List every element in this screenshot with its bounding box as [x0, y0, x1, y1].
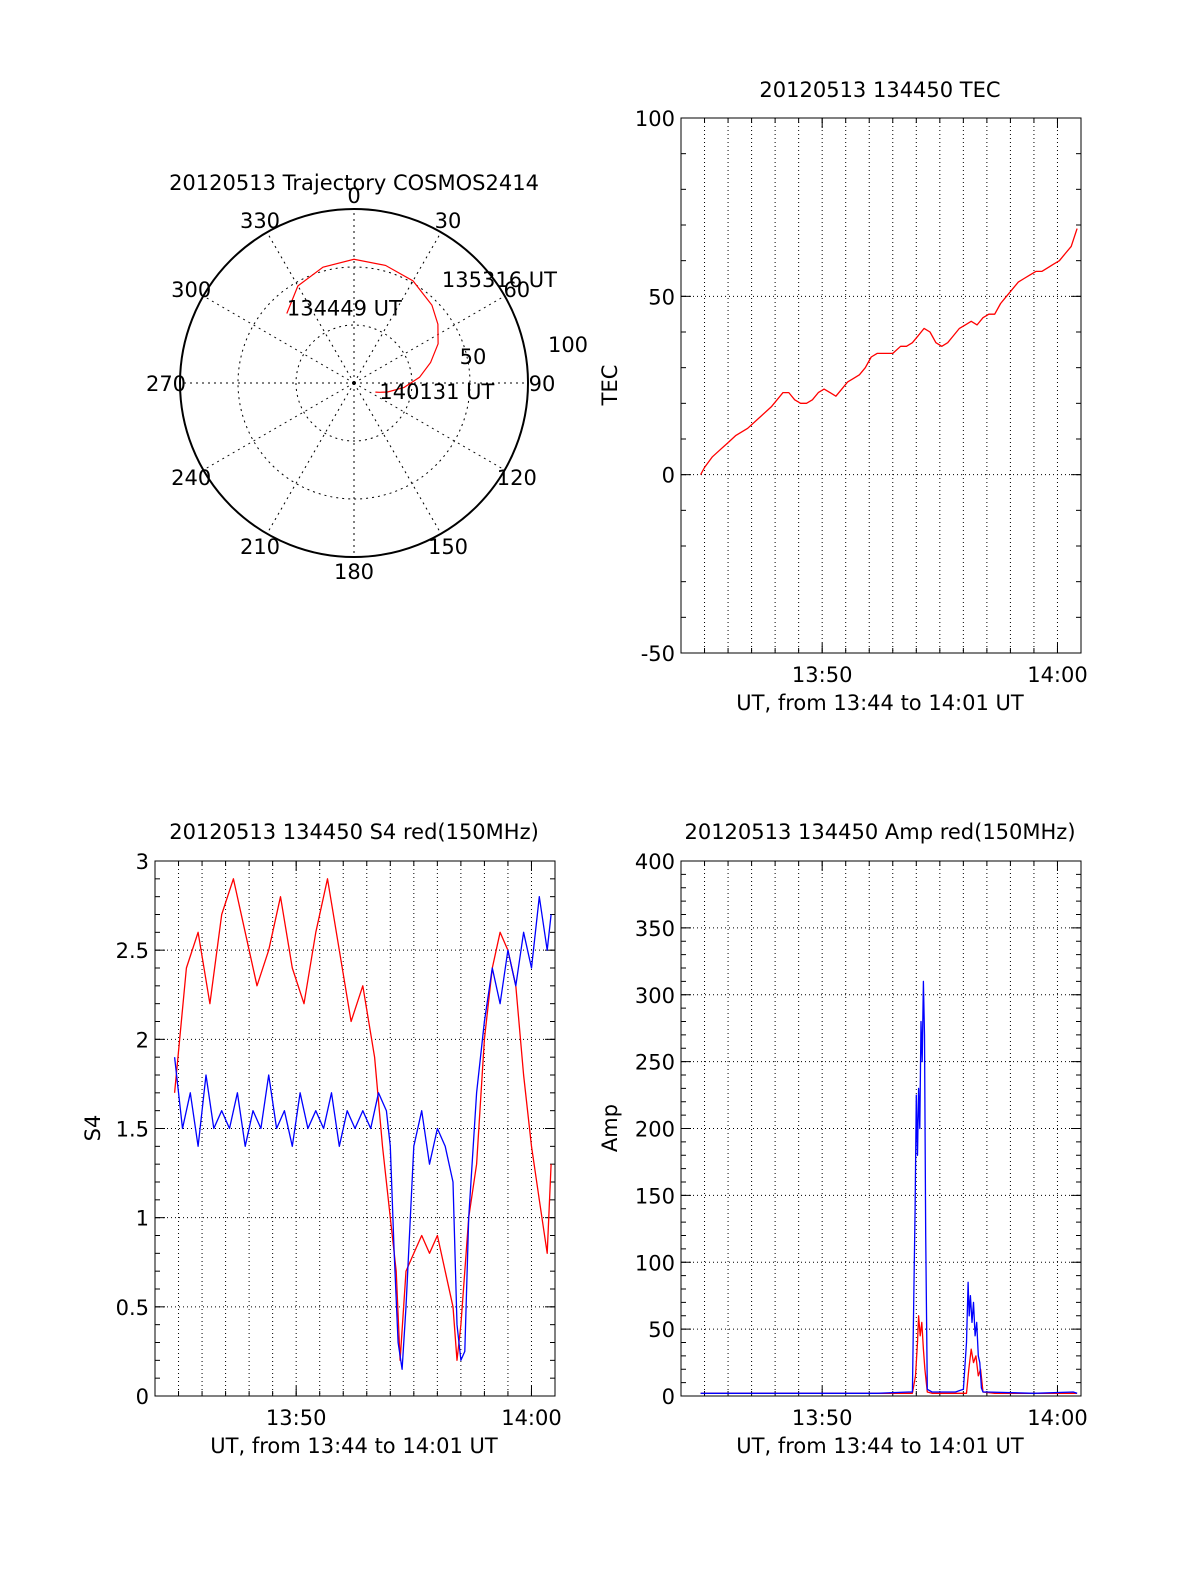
amp-x-tick-label: 14:00 — [1027, 1406, 1088, 1430]
tec-y-axis-label: TEC — [598, 365, 622, 407]
tec-y-tick-label: 100 — [635, 107, 675, 131]
s4-series-line-0 — [173, 878, 552, 1361]
s4-title: 20120513 134450 S4 red(150MHz) — [169, 820, 539, 844]
amp-y-tick-label: 0 — [662, 1385, 675, 1409]
amp-series-line-1 — [700, 980, 1078, 1394]
polar-spoke-330 — [266, 232, 355, 384]
polar-azimuth-label: 240 — [171, 466, 211, 490]
amp-y-tick-label: 200 — [635, 1118, 675, 1142]
polar-ring-1 — [295, 324, 413, 442]
s4-x-tick-label: 13:50 — [266, 1406, 327, 1430]
amp-x-axis-label: UT, from 13:44 to 14:01 UT — [736, 1434, 1024, 1458]
tec-series-line-0 — [700, 228, 1078, 476]
tec-title: 20120513 134450 TEC — [759, 78, 1000, 102]
polar-title: 20120513 Trajectory COSMOS2414 — [169, 171, 539, 195]
polar-spoke-300 — [203, 295, 355, 384]
s4-y-tick-label: 1.5 — [116, 1118, 149, 1142]
tec-plot-frame — [680, 117, 1082, 654]
s4-y-tick-label: 2.5 — [116, 939, 149, 963]
s4-grid — [154, 860, 556, 1397]
polar-azimuth-label: 60 — [503, 278, 530, 302]
polar-azimuth-label: 90 — [529, 372, 556, 396]
amp-y-tick-label: 50 — [648, 1318, 675, 1342]
polar-spoke-240 — [203, 382, 355, 471]
amp-grid — [680, 860, 1082, 1397]
amp-x-tick-label: 13:50 — [792, 1406, 853, 1430]
polar-trajectory-plot: 20120513 Trajectory COSMOS2414 0 30 60 90 12… — [146, 171, 588, 584]
s4-y-tick-label: 0 — [136, 1385, 149, 1409]
polar-spoke-60 — [353, 295, 505, 384]
s4-series-line-1 — [173, 896, 552, 1370]
polar-radial-label: 100 — [548, 333, 588, 357]
tec-x-tick-label: 14:00 — [1027, 663, 1088, 687]
s4-tick-labels: 13:50 14:00 0 0.5 1 1.5 2 2.5 3 — [116, 850, 562, 1430]
s4-x-tick-label: 14:00 — [501, 1406, 562, 1430]
s4-y-tick-label: 1 — [136, 1207, 149, 1231]
polar-azimuth-label: 30 — [435, 209, 462, 233]
tec-y-tick-label: 50 — [648, 285, 675, 309]
polar-azimuth-label: 300 — [171, 278, 211, 302]
polar-azimuth-label: 120 — [497, 466, 537, 490]
polar-spoke-210 — [266, 382, 355, 534]
tec-x-tick-label: 13:50 — [792, 663, 853, 687]
amp-series-line-0 — [700, 1315, 1078, 1394]
amp-title: 20120513 134450 Amp red(150MHz) — [684, 820, 1075, 844]
polar-outer-circle — [179, 208, 529, 558]
amp-plot: 20120513 134450 Amp red(150MHz) Amp UT, … — [598, 820, 1088, 1458]
tec-y-tick-label: -50 — [641, 642, 675, 666]
polar-time-annotation: 134449 UT — [287, 296, 402, 320]
amp-y-tick-label: 350 — [635, 917, 675, 941]
polar-azimuth-labels: 0 30 60 90 120 150 180 210 240 270 300 330 — [146, 184, 555, 584]
polar-grid — [179, 208, 529, 558]
polar-spoke-150 — [353, 382, 442, 534]
amp-y-tick-label: 400 — [635, 850, 675, 874]
s4-plot-frame — [154, 860, 556, 1397]
s4-series — [173, 878, 552, 1370]
tec-grid — [680, 117, 1082, 654]
polar-spoke-120 — [353, 382, 505, 471]
polar-azimuth-label: 150 — [428, 535, 468, 559]
s4-y-tick-label: 2 — [136, 1028, 149, 1052]
tec-tick-labels: 13:50 14:00 -50 0 50 100 — [635, 107, 1088, 687]
polar-azimuth-label: 0 — [347, 184, 360, 208]
polar-time-annotation: 135316 UT — [442, 268, 557, 292]
polar-annotations: 134449 UT 135316 UT 140131 UT — [287, 268, 557, 404]
amp-y-tick-label: 100 — [635, 1251, 675, 1275]
polar-azimuth-label: 210 — [240, 535, 280, 559]
tec-y-tick-label: 0 — [662, 464, 675, 488]
amp-y-tick-label: 300 — [635, 984, 675, 1008]
polar-azimuth-label: 330 — [240, 209, 280, 233]
amp-y-tick-label: 250 — [635, 1051, 675, 1075]
polar-time-annotation: 140131 UT — [379, 380, 494, 404]
polar-radial-labels: 50 100 — [460, 333, 588, 369]
amp-plot-frame — [680, 860, 1082, 1397]
s4-y-axis-label: S4 — [81, 1115, 105, 1142]
amp-tick-labels: 13:50 14:00 0 50 100 150 200 250 300 350 400 — [635, 850, 1088, 1430]
s4-y-tick-label: 0.5 — [116, 1296, 149, 1320]
s4-plot: 20120513 134450 S4 red(150MHz) S4 UT, fr… — [81, 820, 562, 1458]
s4-x-axis-label: UT, from 13:44 to 14:01 UT — [210, 1434, 498, 1458]
polar-radial-label: 50 — [460, 345, 487, 369]
amp-y-tick-label: 150 — [635, 1184, 675, 1208]
polar-spoke-30 — [353, 232, 442, 384]
polar-azimuth-label: 270 — [146, 372, 186, 396]
s4-y-tick-label: 3 — [136, 850, 149, 874]
tec-plot: 20120513 134450 TEC TEC UT, from 13:44 t… — [598, 78, 1088, 715]
amp-series — [700, 980, 1078, 1394]
tec-x-axis-label: UT, from 13:44 to 14:01 UT — [736, 691, 1024, 715]
polar-trajectory-line — [286, 258, 439, 393]
polar-azimuth-label: 180 — [334, 560, 374, 584]
tec-series — [700, 228, 1078, 476]
amp-y-axis-label: Amp — [598, 1104, 622, 1152]
polar-trajectory — [286, 258, 439, 393]
